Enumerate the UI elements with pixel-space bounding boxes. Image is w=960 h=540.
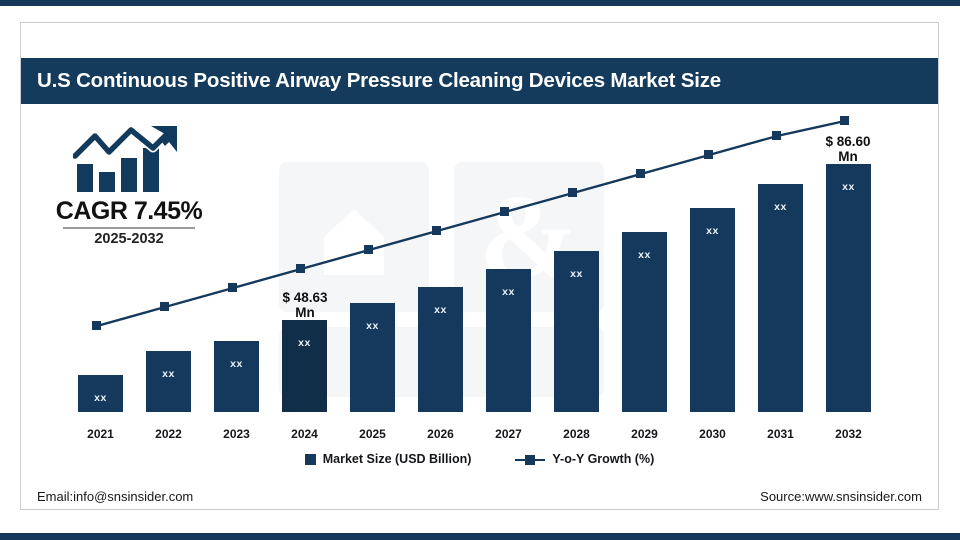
bar-label-2023: xx (230, 358, 243, 370)
bar-callout-2032-line1: $ 86.60 (825, 134, 871, 149)
growth-chart-arrow-icon (73, 126, 178, 192)
plot-area: & xx xx xx xx xx xx xx xx xx (21, 104, 938, 444)
xaxis-label-2032: 2032 (835, 427, 862, 441)
yoy-growth-markers (92, 116, 849, 330)
bar-2032: xx (826, 164, 871, 412)
xaxis-label-2023: 2023 (223, 427, 250, 441)
xaxis-label-2024: 2024 (291, 427, 318, 441)
bar-2024: xx (282, 320, 327, 412)
chart-legend: Market Size (USD Billion) Y-o-Y Growth (… (21, 452, 938, 466)
bar-2026: xx (418, 287, 463, 412)
xaxis-label-2029: 2029 (631, 427, 658, 441)
legend-label-yoy-growth: Y-o-Y Growth (%) (552, 452, 655, 466)
bar-2028: xx (554, 251, 599, 412)
bar-label-2031: xx (774, 201, 787, 213)
bar-callout-2024-line1: $ 48.63 (282, 290, 328, 305)
bar-callout-2024-line2: Mn (295, 305, 315, 320)
bar-2031: xx (758, 184, 803, 412)
xaxis-label-2031: 2031 (767, 427, 794, 441)
xaxis-label-2025: 2025 (359, 427, 386, 441)
legend-label-market-size: Market Size (USD Billion) (322, 452, 472, 466)
bar-2027: xx (486, 269, 531, 412)
top-accent-bar (0, 0, 960, 6)
xaxis-label-2028: 2028 (563, 427, 590, 441)
xaxis-label-2027: 2027 (495, 427, 522, 441)
cagr-value: CAGR 7.45% (55, 197, 203, 225)
bar-label-2024: xx (298, 337, 311, 349)
bar-label-2030: xx (706, 225, 719, 237)
xaxis-label-2021: 2021 (87, 427, 114, 441)
legend-line-marker-icon (515, 454, 546, 465)
footer-email[interactable]: Email:info@snsinsider.com (37, 488, 194, 504)
bar-label-2026: xx (434, 304, 447, 316)
cagr-divider (63, 227, 195, 229)
cagr-callout: CAGR 7.45% 2025-2032 (36, 126, 222, 247)
legend-item-market-size[interactable]: Market Size (USD Billion) (304, 452, 472, 466)
cagr-range: 2025-2032 (94, 231, 164, 247)
footer: Email:info@snsinsider.com Source:www.sns… (21, 483, 938, 509)
bar-2021: xx (78, 375, 123, 412)
bar-label-2032: xx (842, 181, 855, 193)
bar-2030: xx (690, 208, 735, 412)
legend-item-yoy-growth[interactable]: Y-o-Y Growth (%) (515, 452, 654, 466)
legend-square-icon (304, 453, 316, 465)
xaxis-label-2022: 2022 (155, 427, 182, 441)
bar-label-2029: xx (638, 249, 651, 261)
footer-source[interactable]: Source:www.snsinsider.com (760, 488, 922, 504)
bar-label-2021: xx (94, 392, 107, 404)
bar-2025: xx (350, 303, 395, 412)
bar-label-2028: xx (570, 268, 583, 280)
bar-2023: xx (214, 341, 259, 412)
bar-callout-2032-line2: Mn (838, 149, 858, 164)
bar-callout-2024: $ 48.63 Mn (260, 290, 350, 320)
bar-callout-2032: $ 86.60 Mn (803, 134, 893, 164)
bar-label-2025: xx (366, 320, 379, 332)
yoy-growth-line (92, 116, 849, 330)
bar-2022: xx (146, 351, 191, 412)
bar-label-2027: xx (502, 286, 515, 298)
page-title: U.S Continuous Positive Airway Pressure … (37, 69, 722, 92)
title-band: U.S Continuous Positive Airway Pressure … (21, 58, 938, 104)
bar-2029: xx (622, 232, 667, 412)
bar-label-2022: xx (162, 368, 175, 380)
xaxis-label-2030: 2030 (699, 427, 726, 441)
xaxis-label-2026: 2026 (427, 427, 454, 441)
bottom-accent-bar (0, 533, 960, 540)
